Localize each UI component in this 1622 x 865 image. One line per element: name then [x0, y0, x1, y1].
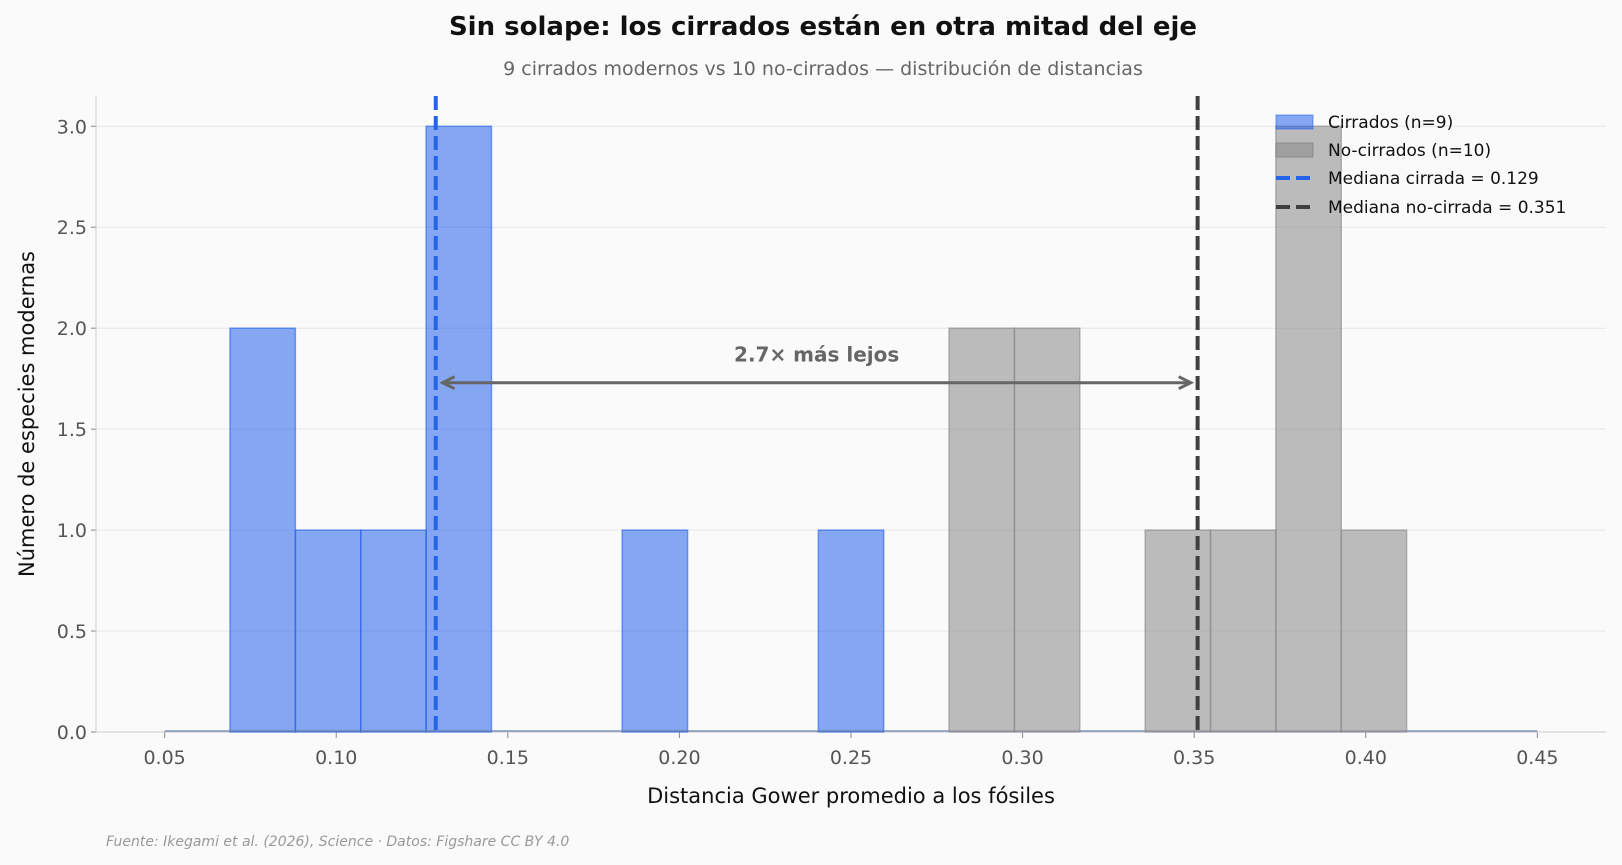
y-tick-label: 0.0	[57, 722, 87, 744]
x-tick-label: 0.05	[143, 747, 185, 769]
histogram-bar-no-cirrados	[948, 327, 1016, 733]
legend-label: Mediana cirrada = 0.129	[1328, 169, 1539, 189]
legend-swatch-no-cirrados	[1275, 142, 1314, 158]
histogram-bar-no-cirrados	[1275, 125, 1343, 733]
x-axis-label: Distancia Gower promedio a los fósiles	[647, 784, 1055, 808]
y-tick-label: 3.0	[57, 116, 87, 138]
histogram-bar-cirrados	[621, 529, 689, 733]
histogram-bar-no-cirrados	[1340, 529, 1408, 733]
y-tick-label: 0.5	[57, 621, 87, 643]
y-tick-label: 1.0	[57, 520, 87, 542]
source-note: Fuente: Ikegami et al. (2026), Science ·…	[106, 834, 570, 850]
legend-label: No-cirrados (n=10)	[1328, 141, 1491, 161]
annotation-text: 2.7× más lejos	[734, 342, 899, 366]
x-tick-label: 0.45	[1516, 747, 1558, 769]
histogram-bar-no-cirrados	[1144, 529, 1212, 733]
histogram-bar-cirrados	[229, 327, 297, 733]
x-tick-label: 0.10	[315, 747, 357, 769]
x-tick-label: 0.30	[1001, 747, 1043, 769]
legend-label: Cirrados (n=9)	[1328, 113, 1453, 133]
arrow-head-left-icon	[439, 375, 456, 391]
arrow-head-right-icon	[1178, 375, 1195, 391]
legend-label: Mediana no-cirrada = 0.351	[1328, 198, 1566, 218]
x-tick-label: 0.20	[658, 747, 700, 769]
x-tick-label: 0.25	[830, 747, 872, 769]
y-tick-label: 2.5	[57, 217, 87, 239]
legend-swatch-cirrados	[1275, 114, 1314, 130]
y-tick-label: 1.5	[57, 419, 87, 441]
x-tick-label: 0.40	[1345, 747, 1387, 769]
x-tick-label: 0.35	[1173, 747, 1215, 769]
chart-subtitle: 9 cirrados modernos vs 10 no-cirrados — …	[503, 58, 1143, 80]
x-tick-label: 0.15	[487, 747, 529, 769]
y-tick-label: 2.0	[57, 318, 87, 340]
y-axis-label: Número de especies modernas	[15, 251, 39, 577]
chart-title: Sin solape: los cirrados están en otra m…	[448, 12, 1198, 42]
histogram-bar-no-cirrados	[1013, 327, 1081, 733]
histogram-bar-cirrados	[294, 529, 362, 733]
histogram-bar-cirrados	[359, 529, 427, 733]
histogram-bar-no-cirrados	[1209, 529, 1277, 733]
histogram-bar-cirrados	[817, 529, 885, 733]
